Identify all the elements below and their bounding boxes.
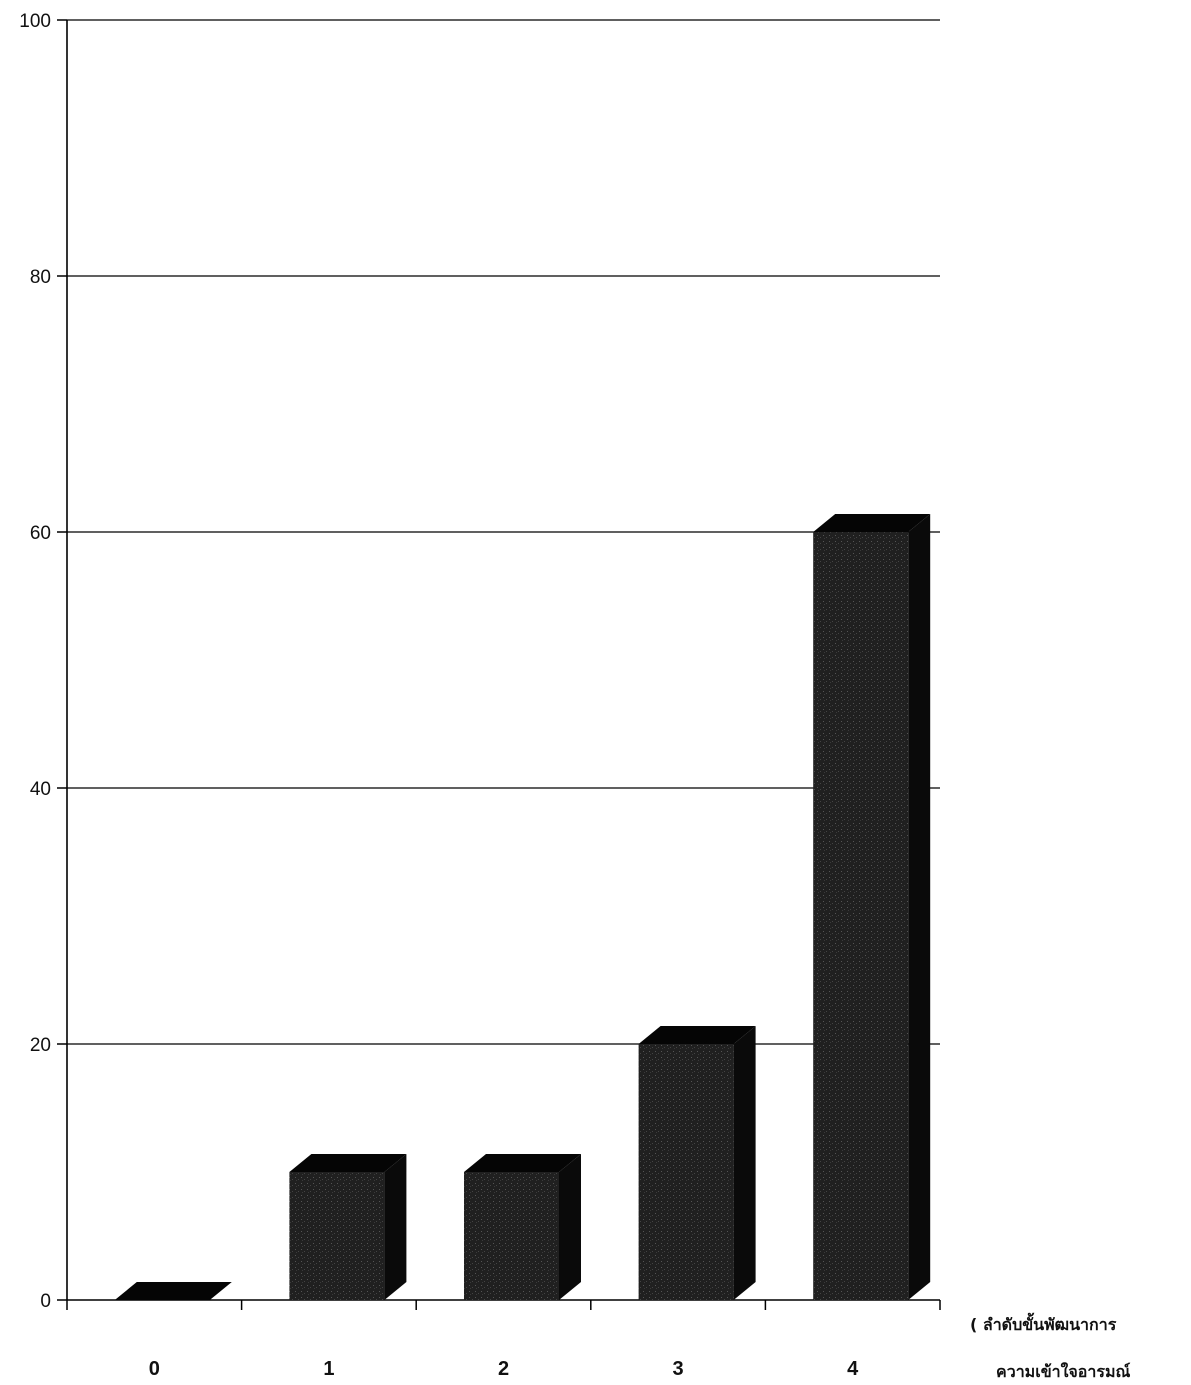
tick-labels: 0 20 40 60 80 100 0 1 2 3 4 xyxy=(19,11,859,1380)
bar-top-3 xyxy=(638,1026,756,1044)
x-axis-label-line-2: ความเข้าใจอารมณ์ xyxy=(996,1362,1131,1381)
bar-side-2 xyxy=(559,1154,581,1300)
x-tick-label-2: 2 xyxy=(498,1358,509,1380)
bar-side-3 xyxy=(733,1026,756,1300)
bars xyxy=(114,514,931,1300)
bar-front-1 xyxy=(289,1172,385,1300)
x-tick-label-1: 1 xyxy=(323,1358,334,1380)
bar-1 xyxy=(289,1154,407,1300)
bar-4 xyxy=(813,514,931,1300)
bar-top-0 xyxy=(114,1282,232,1300)
bar-front-3 xyxy=(638,1044,734,1300)
bar-side-1 xyxy=(384,1154,407,1300)
bar-2 xyxy=(464,1154,581,1300)
x-axis-label-line-1: ( ลำดับขั้นพัฒนาการ xyxy=(970,1315,1117,1334)
bar-front-4 xyxy=(813,532,909,1300)
y-tick-label-40: 40 xyxy=(30,779,51,800)
bar-side-4 xyxy=(908,514,931,1300)
axes xyxy=(57,19,941,1310)
grid-lines xyxy=(67,19,940,1045)
y-tick-label-20: 20 xyxy=(30,1035,51,1056)
x-tick-label-0: 0 xyxy=(149,1358,160,1380)
bar-top-1 xyxy=(289,1154,407,1172)
bar-3 xyxy=(638,1026,756,1300)
x-tick-label-4: 4 xyxy=(847,1358,859,1380)
bar-top-4 xyxy=(813,514,931,532)
bar-0 xyxy=(114,1282,232,1300)
x-tick-label-3: 3 xyxy=(673,1358,684,1380)
y-tick-label-100: 100 xyxy=(19,11,51,32)
bar-top-2 xyxy=(464,1154,581,1172)
y-tick-label-0: 0 xyxy=(40,1291,51,1312)
y-tick-label-60: 60 xyxy=(30,523,51,544)
y-tick-label-80: 80 xyxy=(30,267,51,288)
bar-front-2 xyxy=(464,1172,559,1300)
